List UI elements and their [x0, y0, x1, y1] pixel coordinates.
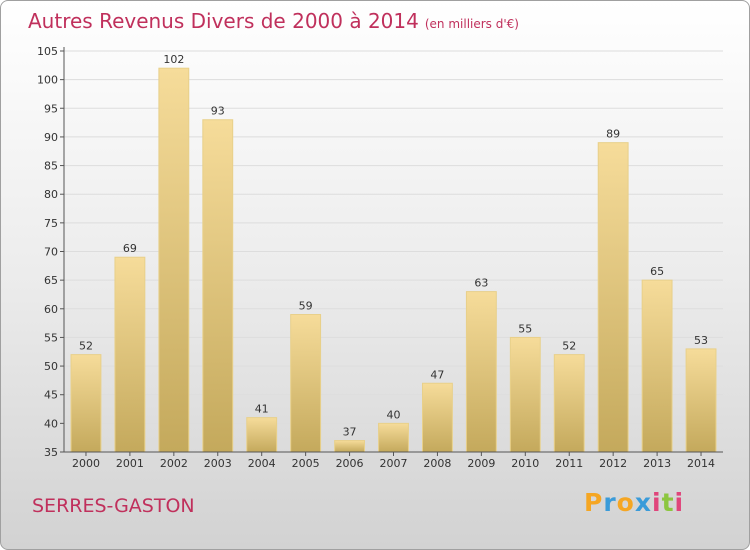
y-tick-label: 55: [44, 331, 58, 344]
y-tick-label: 70: [44, 246, 58, 259]
x-tick-label: 2009: [467, 457, 495, 470]
logo-letter: i: [652, 488, 662, 517]
y-tick-label: 60: [44, 303, 58, 316]
x-tick-label: 2002: [160, 457, 188, 470]
bar: [685, 348, 717, 453]
y-tick-label: 90: [44, 131, 58, 144]
y-tick-label: 65: [44, 274, 58, 287]
bar: [202, 119, 234, 453]
x-tick-label: 2011: [555, 457, 583, 470]
y-tick-label: 100: [37, 74, 58, 87]
y-tick-label: 75: [44, 217, 58, 230]
bar: [641, 279, 673, 453]
y-tick-label: 50: [44, 360, 58, 373]
y-tick-label: 80: [44, 188, 58, 201]
value-label: 41: [255, 403, 269, 416]
value-label: 55: [518, 322, 532, 335]
logo-letter: x: [634, 488, 652, 517]
x-tick-label: 2010: [511, 457, 539, 470]
bar: [553, 354, 585, 453]
value-label: 93: [211, 105, 225, 118]
logo-letter: o: [616, 488, 635, 517]
value-label: 69: [123, 242, 137, 255]
proxiti-logo[interactable]: Proxiti: [584, 488, 684, 517]
x-tick-label: 2000: [72, 457, 100, 470]
commune-name: SERRES-GASTON: [32, 495, 195, 517]
bar: [597, 142, 629, 453]
x-tick-label: 2012: [599, 457, 627, 470]
value-label: 59: [299, 300, 313, 313]
x-tick-label: 2013: [643, 457, 671, 470]
bar: [158, 67, 190, 453]
bar: [290, 314, 322, 453]
value-label: 52: [79, 340, 93, 353]
y-tick-label: 105: [37, 45, 58, 58]
y-tick-label: 45: [44, 389, 58, 402]
x-tick-label: 2008: [423, 457, 451, 470]
y-tick-label: 85: [44, 160, 58, 173]
bar: [421, 382, 453, 453]
chart-title: Autres Revenus Divers de 2000 à 2014 (en …: [28, 9, 519, 33]
value-label: 52: [562, 340, 576, 353]
bar: [70, 354, 102, 453]
value-label: 63: [474, 277, 488, 290]
axes: [60, 47, 723, 456]
logo-letter: t: [661, 488, 675, 517]
value-label: 102: [163, 53, 184, 66]
bar: [334, 440, 366, 453]
x-tick-label: 2004: [248, 457, 276, 470]
x-tick-label: 2014: [687, 457, 715, 470]
x-tick-label: 2001: [116, 457, 144, 470]
value-label: 65: [650, 265, 664, 278]
x-tick-label: 2005: [292, 457, 320, 470]
y-tick-label: 40: [44, 417, 58, 430]
chart-title-text: Autres Revenus Divers de 2000 à 2014: [28, 9, 419, 33]
bar: [465, 291, 497, 453]
bar: [378, 422, 409, 453]
value-label: 53: [694, 334, 708, 347]
bar: [509, 336, 541, 453]
bar: [246, 417, 278, 453]
labels: 35 40 45 50 55 60 65 70 75 80 85 90 95 100 105 52 2000 69…: [37, 45, 715, 470]
value-label: 37: [343, 426, 357, 439]
bar: [114, 256, 146, 453]
logo-letter: r: [603, 488, 617, 517]
x-tick-label: 2006: [336, 457, 364, 470]
x-tick-label: 2007: [380, 457, 408, 470]
y-tick-label: 95: [44, 102, 58, 115]
y-tick-label: 35: [44, 446, 58, 459]
value-label: 89: [606, 128, 620, 141]
logo-letter: i: [674, 488, 685, 517]
chart-unit: (en milliers d'€): [424, 17, 519, 31]
x-tick-label: 2003: [204, 457, 232, 470]
logo-letter: P: [584, 488, 604, 517]
value-label: 40: [387, 408, 401, 421]
value-label: 47: [430, 368, 444, 381]
